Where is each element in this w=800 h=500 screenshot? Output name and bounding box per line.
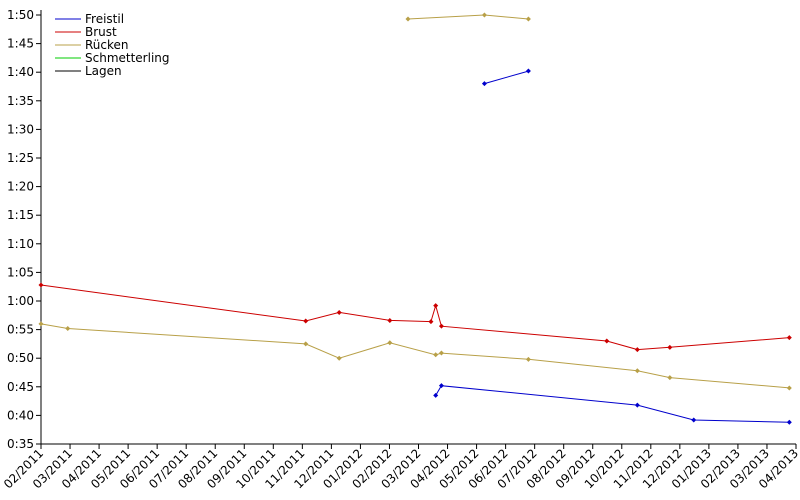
data-point [438, 323, 444, 329]
series-line [407, 14, 529, 20]
data-point [786, 335, 792, 341]
y-tick-label: 1:45 [7, 37, 34, 51]
y-tick-label: 0:45 [7, 380, 34, 394]
y-tick-label: 0:40 [7, 408, 34, 422]
y-tick-label: 1:05 [7, 265, 34, 279]
y-tick-label: 0:35 [7, 437, 34, 451]
data-point [786, 385, 792, 391]
data-point [303, 341, 309, 347]
data-point [667, 344, 673, 350]
data-point [691, 417, 697, 423]
legend-label: Schmetterling [85, 51, 170, 65]
y-tick-label: 1:30 [7, 122, 34, 136]
series-line [435, 385, 790, 423]
data-point [667, 375, 673, 381]
data-point [634, 402, 640, 408]
series-freistil [433, 68, 792, 425]
data-point [405, 16, 411, 22]
y-tick-label: 1:50 [7, 8, 34, 22]
data-point [433, 392, 439, 398]
series-line [40, 284, 790, 351]
y-tick-label: 1:20 [7, 180, 34, 194]
data-point [634, 368, 640, 374]
data-point [525, 16, 531, 22]
y-tick-label: 0:50 [7, 351, 34, 365]
data-point [428, 319, 434, 325]
data-point [481, 81, 487, 87]
data-point [336, 309, 342, 315]
series-lines [38, 12, 792, 425]
data-point [65, 325, 71, 331]
series-brust [38, 282, 792, 353]
y-tick-label: 1:25 [7, 151, 34, 165]
data-point [634, 347, 640, 353]
data-point [481, 12, 487, 18]
y-tick-label: 1:10 [7, 237, 34, 251]
data-point [438, 383, 444, 389]
data-point [525, 68, 531, 74]
data-point [387, 317, 393, 323]
data-point [786, 419, 792, 425]
data-point [438, 350, 444, 356]
data-point [433, 352, 439, 358]
y-tick-label: 1:40 [7, 65, 34, 79]
data-point [433, 303, 439, 309]
data-point [387, 340, 393, 346]
data-point [38, 321, 44, 327]
series-line [484, 70, 529, 85]
data-point [303, 318, 309, 324]
legend-label: Freistil [85, 12, 124, 26]
data-point [38, 282, 44, 288]
y-tick-label: 1:35 [7, 94, 34, 108]
axes: 0:35 0:40 0:45 0:50 0:55 1:00 1:05 1:10 1:15 1:20… [1, 8, 800, 491]
series-line [40, 323, 790, 389]
legend-label: Lagen [85, 64, 122, 78]
data-point [525, 356, 531, 362]
legend-label: Brust [85, 25, 117, 39]
series-r-cken [38, 12, 792, 391]
y-tick-label: 0:55 [7, 323, 34, 337]
data-point [604, 338, 610, 344]
data-point [336, 355, 342, 361]
y-tick-label: 1:00 [7, 294, 34, 308]
y-tick-label: 1:15 [7, 208, 34, 222]
legend-label: Rücken [85, 38, 129, 52]
